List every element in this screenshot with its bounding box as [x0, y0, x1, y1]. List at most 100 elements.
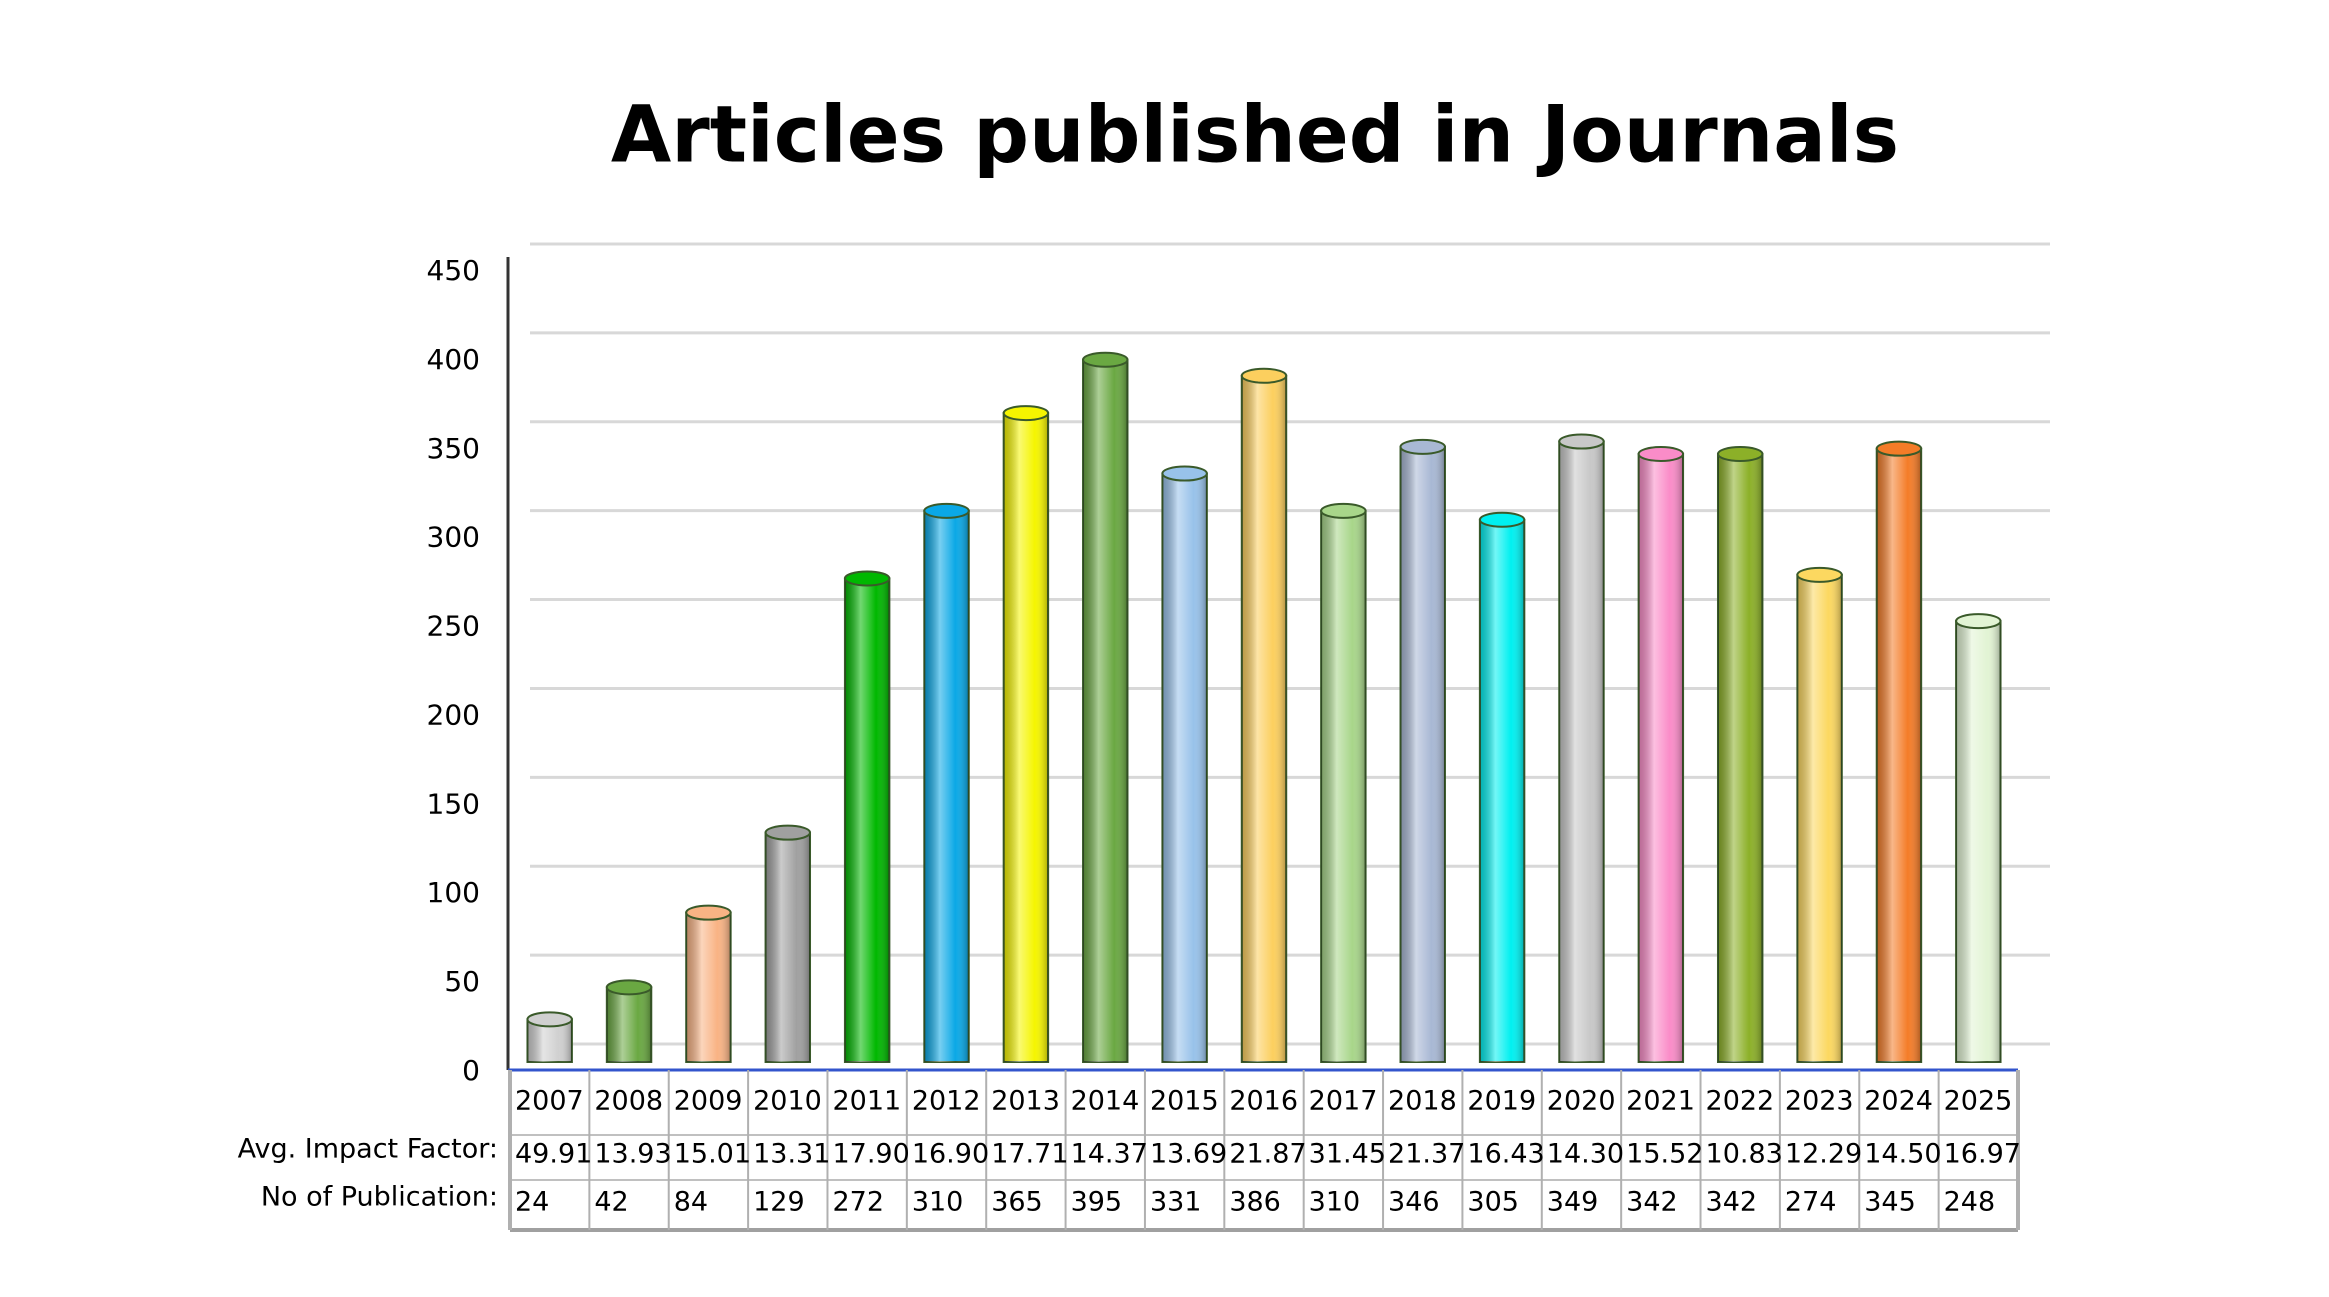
bar-shine	[1162, 473, 1207, 1062]
bar-cap	[1558, 433, 1605, 450]
publication-cell: 24	[515, 1187, 549, 1218]
x-tick-label: 2016	[1229, 1086, 1298, 1117]
x-tick-label: 2014	[1071, 1086, 1140, 1117]
publication-cell: 386	[1229, 1187, 1281, 1218]
bar-cap	[843, 570, 891, 587]
impact-factor-cell: 10.83	[1706, 1139, 1783, 1170]
x-tick-label: 2022	[1706, 1086, 1775, 1117]
y-tick-label: 300	[427, 521, 480, 554]
impact-factor-cell: 13.69	[1150, 1139, 1227, 1170]
publication-cell: 346	[1388, 1187, 1440, 1218]
publication-cell: 349	[1547, 1187, 1599, 1218]
y-tick-label: 400	[427, 343, 480, 376]
bar-shine	[1003, 413, 1049, 1063]
bar-shine	[765, 832, 811, 1062]
y-tick-label: 250	[427, 610, 480, 643]
y-tick-label: 200	[427, 698, 480, 731]
bar-cap	[1320, 502, 1367, 519]
bar-shine	[1479, 519, 1525, 1062]
bar-cap	[1399, 438, 1446, 455]
y-tick-label: 100	[427, 876, 480, 909]
impact-factor-cell: 14.30	[1547, 1139, 1624, 1170]
x-tick-label: 2023	[1785, 1086, 1854, 1117]
impact-factor-cell: 31.45	[1309, 1139, 1386, 1170]
impact-factor-cell: 14.50	[1864, 1139, 1941, 1170]
y-tick-label: 150	[427, 787, 480, 820]
bar-cap	[1796, 566, 1843, 583]
chart-title: Articles published in Journals	[611, 90, 1899, 180]
bar-shine	[1321, 510, 1366, 1062]
x-tick-label: 2025	[1944, 1086, 2013, 1117]
impact-factor-cell: 14.37	[1071, 1139, 1148, 1170]
bar-shine	[924, 510, 969, 1062]
impact-factor-cell: 21.87	[1229, 1139, 1306, 1170]
row-label: Avg. Impact Factor:	[238, 1134, 498, 1165]
bar-shine	[1876, 448, 1922, 1063]
bar-shine	[1638, 454, 1684, 1062]
impact-factor-cell: 17.71	[991, 1139, 1068, 1170]
bar-cap	[764, 824, 812, 841]
x-tick-label: 2021	[1626, 1086, 1695, 1117]
y-tick-label: 50	[444, 965, 480, 998]
x-tick-label: 2018	[1388, 1086, 1457, 1117]
x-tick-label: 2011	[832, 1086, 901, 1117]
x-tick-label: 2009	[674, 1086, 743, 1117]
bar-cap	[605, 979, 653, 996]
x-tick-label: 2010	[753, 1086, 822, 1117]
impact-factor-cell: 12.29	[1785, 1139, 1862, 1170]
x-tick-label: 2007	[515, 1086, 584, 1117]
row-label: No of Publication:	[261, 1182, 498, 1213]
impact-factor-cell: 49.91	[515, 1139, 592, 1170]
impact-factor-cell: 17.90	[832, 1139, 909, 1170]
impact-factor-cell: 16.43	[1467, 1139, 1544, 1170]
y-tick-label: 350	[427, 432, 480, 465]
bar-shine	[1241, 375, 1287, 1062]
bar-cap	[1637, 446, 1685, 462]
bar-cap	[1240, 367, 1288, 384]
x-tick-label: 2015	[1150, 1086, 1219, 1117]
y-tick-label: 450	[427, 254, 480, 287]
bar-cap	[923, 502, 970, 519]
bar-cap	[1002, 405, 1050, 422]
publication-cell: 305	[1467, 1187, 1519, 1218]
impact-factor-cell: 16.90	[912, 1139, 989, 1170]
impact-factor-cell: 15.52	[1626, 1139, 1703, 1170]
bar-shine	[686, 912, 731, 1062]
bar-cap	[1478, 511, 1526, 528]
publication-cell: 395	[1071, 1187, 1123, 1218]
publication-cell: 342	[1626, 1187, 1678, 1218]
publication-cell: 42	[594, 1187, 628, 1218]
y-tick-label: 0	[462, 1054, 480, 1087]
bar-cap	[1082, 351, 1129, 368]
bar-shine	[1559, 441, 1604, 1062]
bar-cap	[1716, 446, 1764, 462]
bar-cap	[1875, 440, 1923, 457]
impact-factor-cell: 13.31	[753, 1139, 830, 1170]
bar-cap	[685, 904, 732, 921]
bar-cap	[1955, 613, 2002, 630]
x-tick-label: 2017	[1309, 1086, 1378, 1117]
publication-cell: 345	[1864, 1187, 1916, 1218]
publication-cell: 248	[1944, 1187, 1996, 1218]
bar-cap	[1161, 465, 1208, 482]
bar-shine	[1956, 621, 2001, 1062]
publication-cell: 272	[832, 1187, 884, 1218]
x-tick-label: 2012	[912, 1086, 981, 1117]
impact-factor-cell: 21.37	[1388, 1139, 1465, 1170]
publication-cell: 342	[1706, 1187, 1758, 1218]
x-tick-label: 2024	[1864, 1086, 1933, 1117]
bar-shine	[1717, 454, 1763, 1062]
publication-cell: 331	[1150, 1187, 1202, 1218]
bar-shine	[1400, 446, 1445, 1062]
impact-factor-cell: 15.01	[674, 1139, 751, 1170]
publication-cell: 310	[1309, 1187, 1361, 1218]
publication-cell: 310	[912, 1187, 964, 1218]
bar-shine	[1797, 574, 1842, 1062]
publication-cell: 274	[1785, 1187, 1837, 1218]
publication-cell: 84	[674, 1187, 708, 1218]
bar-shine	[844, 578, 890, 1062]
impact-factor-cell: 16.97	[1944, 1139, 2021, 1170]
x-tick-label: 2019	[1467, 1086, 1536, 1117]
x-tick-label: 2008	[594, 1086, 663, 1117]
